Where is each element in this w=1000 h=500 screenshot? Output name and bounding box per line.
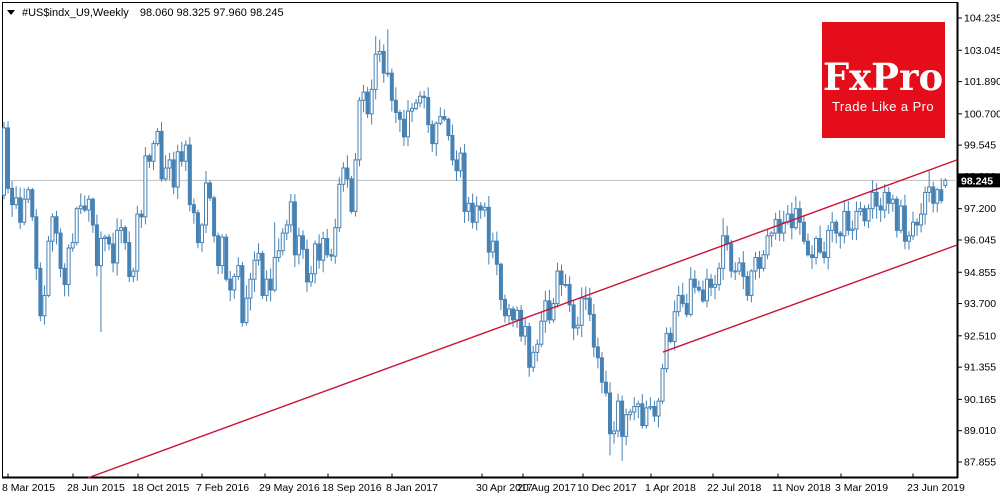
svg-text:1 Apr 2018: 1 Apr 2018 [645,482,696,494]
svg-text:18 Oct 2015: 18 Oct 2015 [132,482,189,494]
svg-text:8 Mar 2015: 8 Mar 2015 [2,482,55,494]
svg-text:93.700: 93.700 [964,298,996,310]
svg-text:7 Feb 2016: 7 Feb 2016 [196,482,249,494]
svg-text:22 Jul 2018: 22 Jul 2018 [707,482,761,494]
svg-text:103.045: 103.045 [964,45,1000,57]
price-axis[interactable]: 104.235103.045101.890100.70099.54598.390… [957,13,1000,469]
svg-text:91.355: 91.355 [964,362,996,374]
svg-text:8 Jan 2017: 8 Jan 2017 [386,482,438,494]
channel-upper[interactable] [87,159,958,479]
chart-title: #US$indx_U9,Weekly 98.060 98.325 97.960 … [7,7,284,19]
price-tag: 98.245 [958,173,1000,188]
date-axis[interactable]: 8 Mar 2015 28 Jun 2015 18 Oct 2015 7 Feb 20… [2,473,965,495]
svg-text:92.510: 92.510 [964,330,996,342]
svg-text:11 Nov 2018: 11 Nov 2018 [772,482,831,494]
svg-text:96.045: 96.045 [964,235,996,247]
svg-text:29 May 2016: 29 May 2016 [259,482,320,494]
svg-text:99.545: 99.545 [964,140,996,152]
svg-text:104.235: 104.235 [964,13,1000,25]
svg-text:94.855: 94.855 [964,267,996,279]
symbol-name: #US$indx_U9,Weekly [22,7,129,19]
svg-text:3 Mar 2019: 3 Mar 2019 [835,482,888,494]
svg-text:100.700: 100.700 [964,108,1000,120]
current-price-value: 98.245 [961,175,993,187]
svg-text:28 Jun 2015: 28 Jun 2015 [67,482,125,494]
svg-text:20 Aug 2017: 20 Aug 2017 [517,482,576,494]
logo-wordmark: FxPro [823,55,943,99]
svg-text:90.165: 90.165 [964,394,996,406]
logo-tagline: Trade Like a Pro [832,99,934,114]
svg-text:23 Jun 2019: 23 Jun 2019 [907,482,965,494]
symbol-dropdown-icon[interactable] [7,10,15,15]
trend-channel[interactable] [87,159,958,479]
svg-text:30 Apr 2017: 30 Apr 2017 [476,482,533,494]
svg-text:18 Sep 2016: 18 Sep 2016 [322,482,382,494]
channel-lower[interactable] [662,244,958,353]
svg-text:97.200: 97.200 [964,203,996,215]
fxpro-logo: FxPro Trade Like a Pro [822,22,945,138]
svg-text:#US$indx_U9,Weekly 98.: #US$indx_U9,Weekly 98.060 98.325 97.960 … [22,7,284,19]
logo-background [822,22,945,138]
svg-text:89.010: 89.010 [964,425,996,437]
svg-text:10 Dec 2017: 10 Dec 2017 [577,482,637,494]
ohlc-readout: 98.060 98.325 97.960 98.245 [140,7,284,19]
candles-group [2,29,948,461]
svg-text:87.855: 87.855 [964,457,996,469]
svg-text:101.890: 101.890 [964,76,1000,88]
